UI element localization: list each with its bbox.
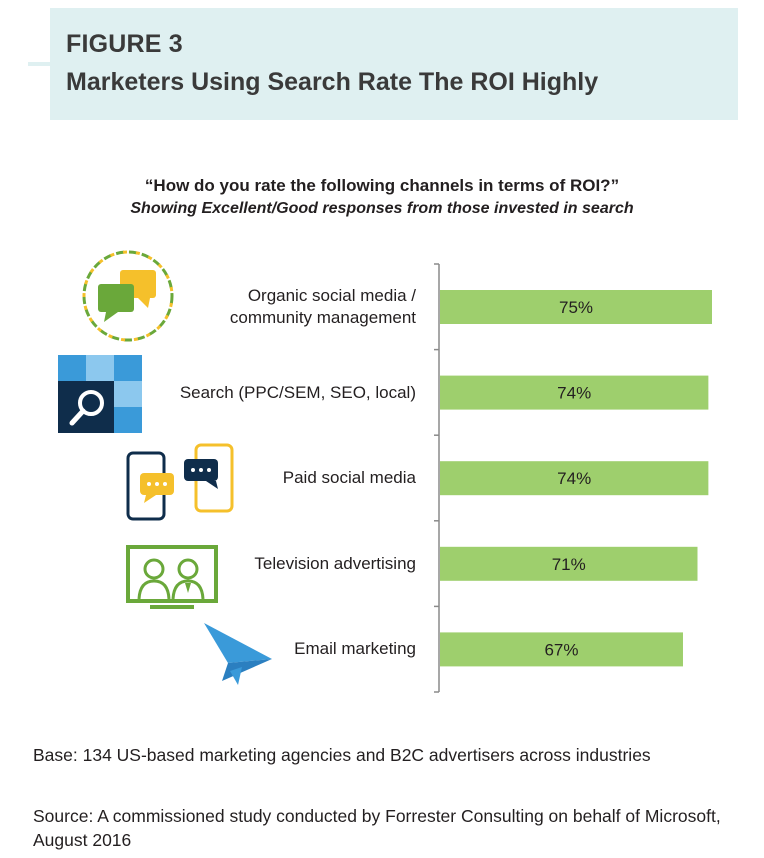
search-magnifier-icon bbox=[58, 355, 142, 438]
figure-label: FIGURE 3 bbox=[66, 30, 183, 58]
bar-chart: 75% 74% 74% 71% 67% bbox=[434, 263, 712, 693]
data-label: 67% bbox=[544, 640, 578, 659]
bar bbox=[440, 632, 683, 667]
data-label: 71% bbox=[552, 555, 586, 574]
category-label: Email marketing bbox=[294, 639, 416, 659]
category-label: Television advertising bbox=[254, 553, 416, 573]
television-people-icon bbox=[126, 545, 218, 616]
category-label: Search (PPC/SEM, SEO, local) bbox=[179, 382, 416, 402]
mobile-chat-icon bbox=[126, 443, 236, 528]
category-label: Paid social media bbox=[282, 468, 416, 488]
bar bbox=[440, 375, 709, 410]
data-label: 74% bbox=[557, 469, 591, 488]
source-note: Source: A commissioned study conducted b… bbox=[33, 806, 721, 850]
chart-title: “How do you rate the following channels … bbox=[144, 176, 620, 195]
bar bbox=[440, 290, 712, 324]
bar bbox=[440, 546, 698, 581]
chart-subtitle: Showing Excellent/Good responses from th… bbox=[130, 200, 634, 217]
bar bbox=[440, 461, 709, 496]
base-note: Base: 134 US-based marketing agencies an… bbox=[33, 745, 651, 765]
header-tab-strip bbox=[28, 8, 50, 120]
figure-title: Marketers Using Search Rate The ROI High… bbox=[66, 68, 599, 96]
figure-header: FIGURE 3 Marketers Using Search Rate The… bbox=[28, 8, 738, 120]
data-label: 75% bbox=[559, 298, 593, 317]
data-label: 74% bbox=[557, 384, 591, 403]
category-label: Organic social media / community manageme… bbox=[229, 286, 416, 327]
speech-bubbles-icon bbox=[80, 248, 176, 349]
paper-plane-icon bbox=[204, 623, 274, 694]
